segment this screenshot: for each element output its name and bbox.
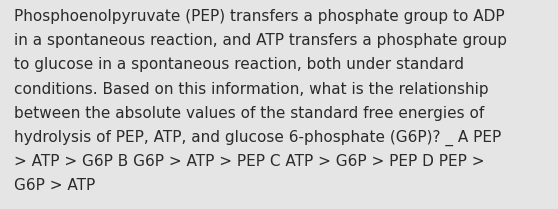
- Text: hydrolysis of PEP, ATP, and glucose 6-phosphate (G6P)? _ A PEP: hydrolysis of PEP, ATP, and glucose 6-ph…: [14, 130, 501, 146]
- Text: Phosphoenolpyruvate (PEP) transfers a phosphate group to ADP: Phosphoenolpyruvate (PEP) transfers a ph…: [14, 9, 504, 24]
- Text: conditions. Based on this information, what is the relationship: conditions. Based on this information, w…: [14, 82, 489, 97]
- Text: G6P > ATP: G6P > ATP: [14, 178, 95, 193]
- Text: in a spontaneous reaction, and ATP transfers a phosphate group: in a spontaneous reaction, and ATP trans…: [14, 33, 507, 48]
- Text: between the absolute values of the standard free energies of: between the absolute values of the stand…: [14, 106, 484, 121]
- Text: to glucose in a spontaneous reaction, both under standard: to glucose in a spontaneous reaction, bo…: [14, 57, 464, 73]
- Text: > ATP > G6P B G6P > ATP > PEP C ATP > G6P > PEP D PEP >: > ATP > G6P B G6P > ATP > PEP C ATP > G6…: [14, 154, 484, 169]
